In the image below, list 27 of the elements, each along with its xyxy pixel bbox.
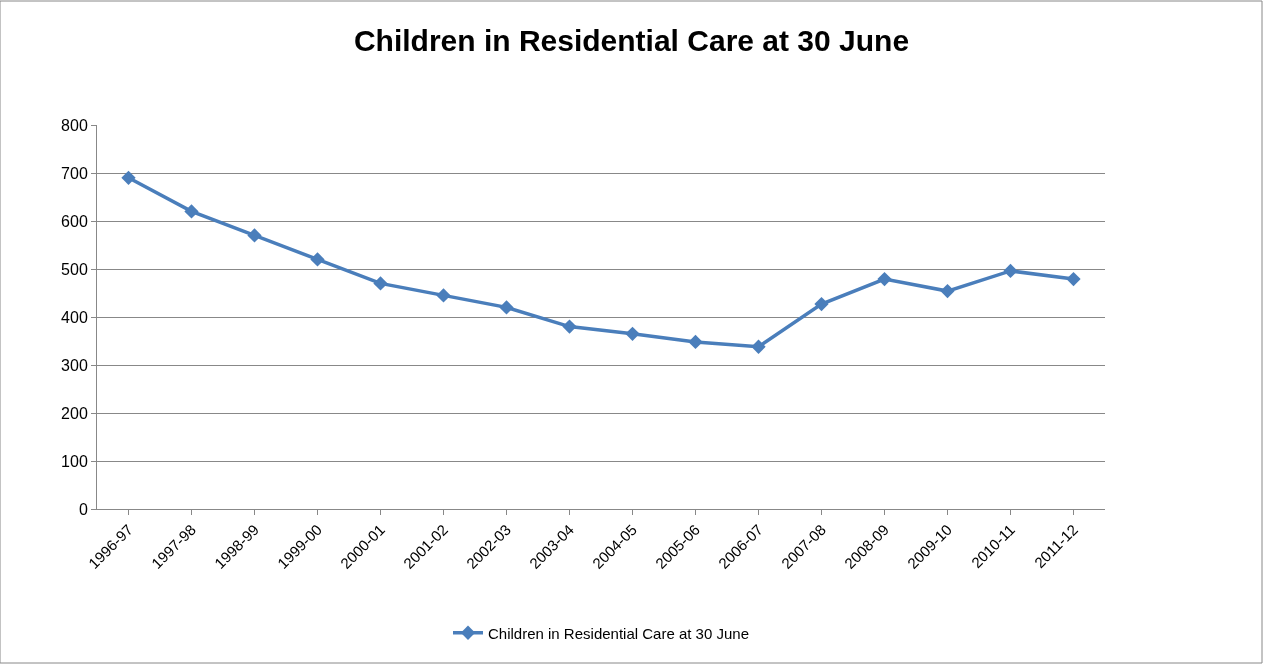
- chart-title: Children in Residential Care at 30 June: [353, 23, 910, 57]
- point: [814, 296, 829, 312]
- point: [310, 252, 325, 267]
- y-tick-label: 400: [61, 308, 88, 326]
- point: [499, 300, 514, 315]
- point: [625, 326, 640, 341]
- point: [373, 276, 388, 291]
- point: [877, 271, 892, 287]
- point: [940, 283, 955, 299]
- y-tick-label: 500: [61, 260, 88, 278]
- y-tick-label: 800: [61, 116, 88, 134]
- y-tick-label: 600: [61, 212, 88, 230]
- point: [688, 334, 703, 350]
- y-tick-label: 100: [61, 452, 88, 470]
- point: [1003, 263, 1018, 279]
- point: [184, 204, 199, 219]
- point: [751, 339, 766, 354]
- y-tick-label: 0: [78, 500, 88, 518]
- point: [1066, 271, 1081, 287]
- y-tick-label: 200: [61, 404, 88, 422]
- y-tick-label: 300: [61, 356, 88, 374]
- y-tick-label: 700: [61, 164, 88, 182]
- point: [121, 170, 136, 185]
- point: [562, 319, 577, 334]
- point: [247, 228, 262, 243]
- point: [436, 288, 451, 303]
- legend-label: Children in Residential Care at 30 June: [488, 624, 749, 642]
